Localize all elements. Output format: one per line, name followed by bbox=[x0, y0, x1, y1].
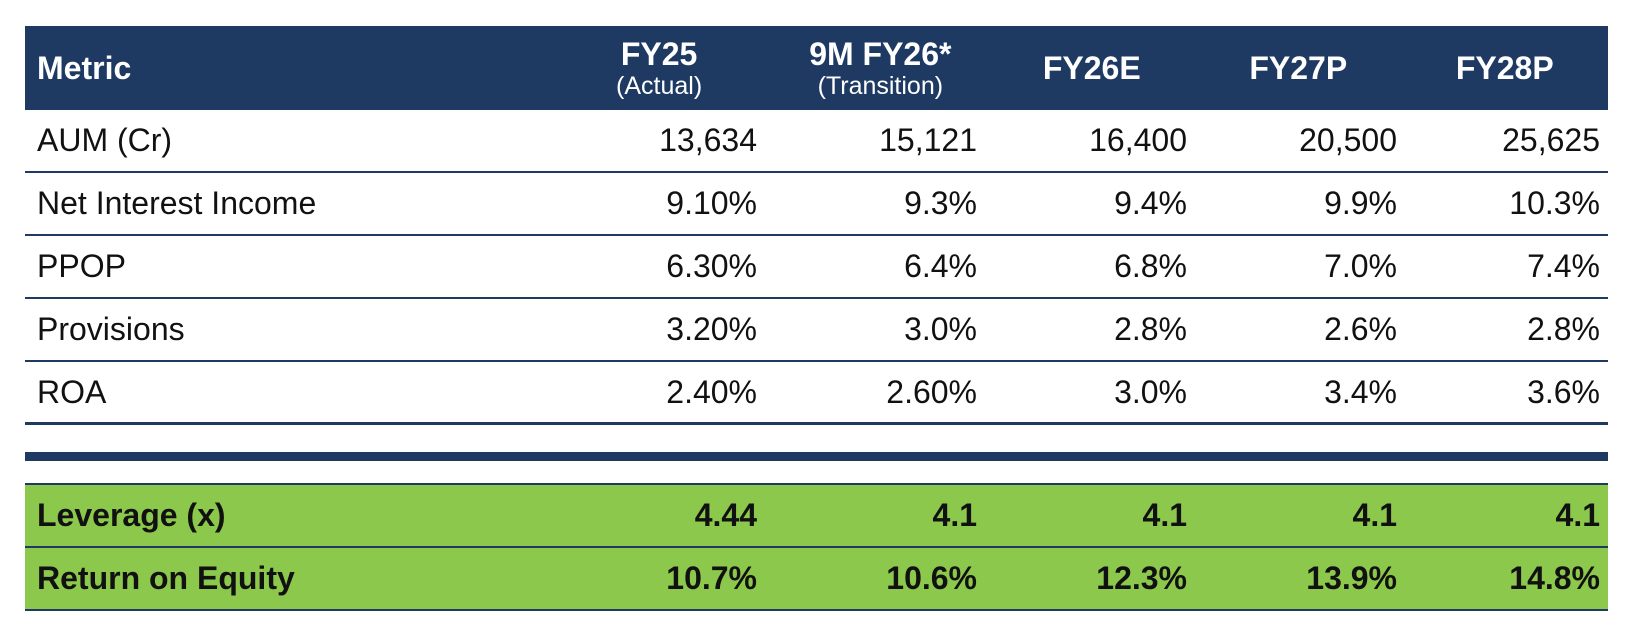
cell-value: 16,400 bbox=[1089, 122, 1187, 158]
section-divider bbox=[25, 452, 1608, 461]
row-label: ROA bbox=[37, 373, 107, 410]
cell-value: 3.6% bbox=[1527, 373, 1600, 410]
cell-value: 3.4% bbox=[1324, 373, 1397, 410]
cell-value: 10.6% bbox=[886, 560, 977, 596]
cell-value: 2.6% bbox=[1324, 311, 1397, 347]
cell-value: 2.8% bbox=[1114, 311, 1187, 347]
cell-value: 14.8% bbox=[1509, 560, 1600, 596]
header-fy25: FY25 (Actual) bbox=[546, 36, 772, 100]
cell-value: 4.1 bbox=[1352, 497, 1397, 533]
cell-value: 20,500 bbox=[1299, 122, 1397, 158]
highlight-row: Leverage (x) 4.44 4.1 4.1 4.1 4.1 bbox=[25, 485, 1608, 548]
cell-value: 12.3% bbox=[1096, 560, 1187, 596]
header-title: FY27P bbox=[1249, 50, 1348, 86]
row-label: Net Interest Income bbox=[37, 185, 317, 221]
row-label: AUM (Cr) bbox=[37, 122, 173, 158]
header-subtitle: (Actual) bbox=[616, 72, 703, 100]
row-label: Return on Equity bbox=[37, 560, 295, 596]
row-label: PPOP bbox=[37, 248, 126, 284]
highlight-rows: Leverage (x) 4.44 4.1 4.1 4.1 4.1 Return… bbox=[25, 483, 1608, 611]
highlight-row: Return on Equity 10.7% 10.6% 12.3% 13.9%… bbox=[25, 548, 1608, 611]
row-label: Provisions bbox=[37, 311, 185, 347]
cell-value: 9.3% bbox=[904, 185, 977, 221]
header-subtitle: (Transition) bbox=[817, 72, 944, 100]
table-row: PPOP 6.30% 6.4% 6.8% 7.0% 7.4% bbox=[25, 236, 1608, 299]
cell-value: 6.8% bbox=[1114, 248, 1187, 284]
cell-value: 3.20% bbox=[666, 311, 757, 347]
cell-value: 4.1 bbox=[1555, 497, 1600, 533]
header-title: FY26E bbox=[1042, 50, 1141, 86]
table-row: ROA 2.40% 2.60% 3.0% 3.4% 3.6% bbox=[25, 362, 1608, 425]
cell-value: 2.40% bbox=[666, 373, 757, 410]
header-fy28p: FY28P bbox=[1402, 50, 1609, 86]
cell-value: 3.0% bbox=[904, 311, 977, 347]
header-9m-fy26: 9M FY26* (Transition) bbox=[772, 36, 988, 100]
cell-value: 3.0% bbox=[1114, 373, 1187, 410]
cell-value: 4.1 bbox=[1142, 497, 1187, 533]
table-body: AUM (Cr) 13,634 15,121 16,400 20,500 25,… bbox=[25, 110, 1608, 425]
cell-value: 7.4% bbox=[1527, 248, 1600, 284]
row-label: Leverage (x) bbox=[37, 497, 226, 533]
cell-value: 25,625 bbox=[1502, 122, 1600, 158]
cell-value: 15,121 bbox=[879, 122, 977, 158]
cell-value: 2.8% bbox=[1527, 311, 1600, 347]
header-fy26e: FY26E bbox=[989, 50, 1196, 86]
cell-value: 10.7% bbox=[666, 560, 757, 596]
cell-value: 4.44 bbox=[694, 497, 757, 533]
table-row: AUM (Cr) 13,634 15,121 16,400 20,500 25,… bbox=[25, 110, 1608, 173]
table-row: Net Interest Income 9.10% 9.3% 9.4% 9.9%… bbox=[25, 173, 1608, 236]
header-title: FY28P bbox=[1455, 50, 1554, 86]
cell-value: 6.30% bbox=[666, 248, 757, 284]
header-metric: Metric bbox=[37, 49, 132, 86]
cell-value: 2.60% bbox=[886, 373, 977, 410]
cell-value: 10.3% bbox=[1509, 185, 1600, 221]
cell-value: 7.0% bbox=[1324, 248, 1397, 284]
cell-value: 13.9% bbox=[1306, 560, 1397, 596]
cell-value: 9.10% bbox=[666, 185, 757, 221]
cell-value: 13,634 bbox=[659, 122, 757, 158]
header-title: FY25 bbox=[620, 36, 698, 72]
cell-value: 4.1 bbox=[932, 497, 977, 533]
cell-value: 6.4% bbox=[904, 248, 977, 284]
cell-value: 9.9% bbox=[1324, 185, 1397, 221]
header-fy27p: FY27P bbox=[1195, 50, 1402, 86]
header-title: 9M FY26* bbox=[809, 36, 952, 72]
cell-value: 9.4% bbox=[1114, 185, 1187, 221]
table-row: Provisions 3.20% 3.0% 2.8% 2.6% 2.8% bbox=[25, 299, 1608, 362]
financial-metrics-table: Metric FY25 (Actual) 9M FY26* (Transitio… bbox=[25, 26, 1608, 425]
table-header-row: Metric FY25 (Actual) 9M FY26* (Transitio… bbox=[25, 26, 1608, 110]
